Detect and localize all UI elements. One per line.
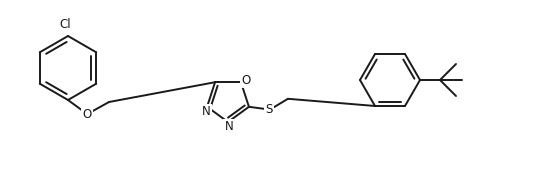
Text: Cl: Cl [59, 18, 71, 31]
Text: N: N [225, 120, 233, 134]
Text: O: O [241, 74, 250, 87]
Text: O: O [83, 107, 92, 120]
Text: S: S [265, 103, 273, 116]
Text: N: N [202, 105, 211, 118]
